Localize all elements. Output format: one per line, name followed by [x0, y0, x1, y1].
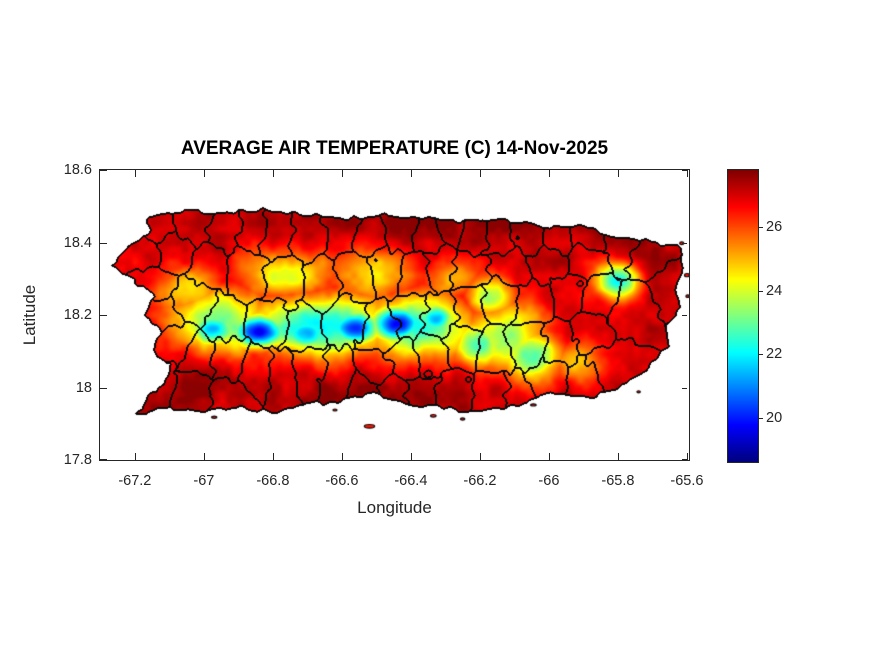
plot-area [99, 169, 690, 461]
colorbar [727, 169, 759, 463]
tick-mark [100, 388, 107, 389]
colorbar-tick-mark [758, 354, 763, 355]
tick-mark [480, 453, 481, 460]
y-axis-label: Latitude [20, 284, 39, 346]
colorbar-gradient-canvas [728, 170, 758, 462]
x-tick-label: -66.8 [256, 473, 290, 489]
x-tick-label: -65.8 [601, 473, 635, 489]
tick-mark [618, 453, 619, 460]
tick-mark [273, 453, 274, 460]
x-tick-label: -66.4 [394, 473, 428, 489]
tick-mark [100, 459, 107, 460]
tick-mark [135, 170, 136, 177]
tick-mark [204, 453, 205, 460]
tick-mark [273, 170, 274, 177]
colorbar-tick-label: 22 [766, 346, 783, 363]
tick-mark [135, 453, 136, 460]
colorbar-tick-label: 26 [766, 219, 783, 236]
x-tick-label: -66.6 [325, 473, 359, 489]
tick-mark [618, 170, 619, 177]
tick-mark [682, 243, 687, 244]
colorbar-tick-mark [758, 291, 763, 292]
tick-mark [342, 453, 343, 460]
colorbar-tick-label: 24 [766, 282, 783, 299]
x-tick-label: -66.2 [463, 473, 497, 489]
colorbar-tick-label: 20 [766, 409, 783, 426]
tick-mark [204, 170, 205, 177]
tick-mark [480, 170, 481, 177]
y-tick-label: 18.4 [63, 234, 92, 251]
tick-mark [100, 243, 107, 244]
tick-mark [682, 315, 687, 316]
x-tick-label: -66 [538, 473, 560, 489]
x-tick-label: -65.6 [670, 473, 704, 489]
tick-mark [100, 315, 107, 316]
tick-mark [549, 170, 550, 177]
temperature-map-canvas [100, 170, 689, 460]
chart-title: AVERAGE AIR TEMPERATURE (C) 14-Nov-2025 [180, 138, 609, 159]
tick-mark [342, 170, 343, 177]
tick-mark [682, 388, 687, 389]
tick-mark [682, 459, 687, 460]
tick-mark [411, 453, 412, 460]
y-tick-label: 18.6 [63, 162, 92, 178]
tick-mark [100, 170, 107, 171]
y-tick-label: 17.8 [63, 452, 92, 468]
tick-mark [687, 170, 688, 177]
colorbar-tick-mark [758, 227, 763, 228]
x-tick-label: -67.2 [118, 473, 152, 489]
tick-mark [411, 170, 412, 177]
colorbar-tick-mark [758, 418, 763, 419]
y-tick-label: 18.2 [63, 307, 92, 323]
tick-mark [687, 453, 688, 460]
y-tick-label: 18 [75, 379, 92, 396]
tick-mark [549, 453, 550, 460]
x-axis-label: Longitude [357, 498, 432, 517]
x-tick-label: -67 [193, 473, 215, 489]
tick-mark [682, 170, 687, 171]
